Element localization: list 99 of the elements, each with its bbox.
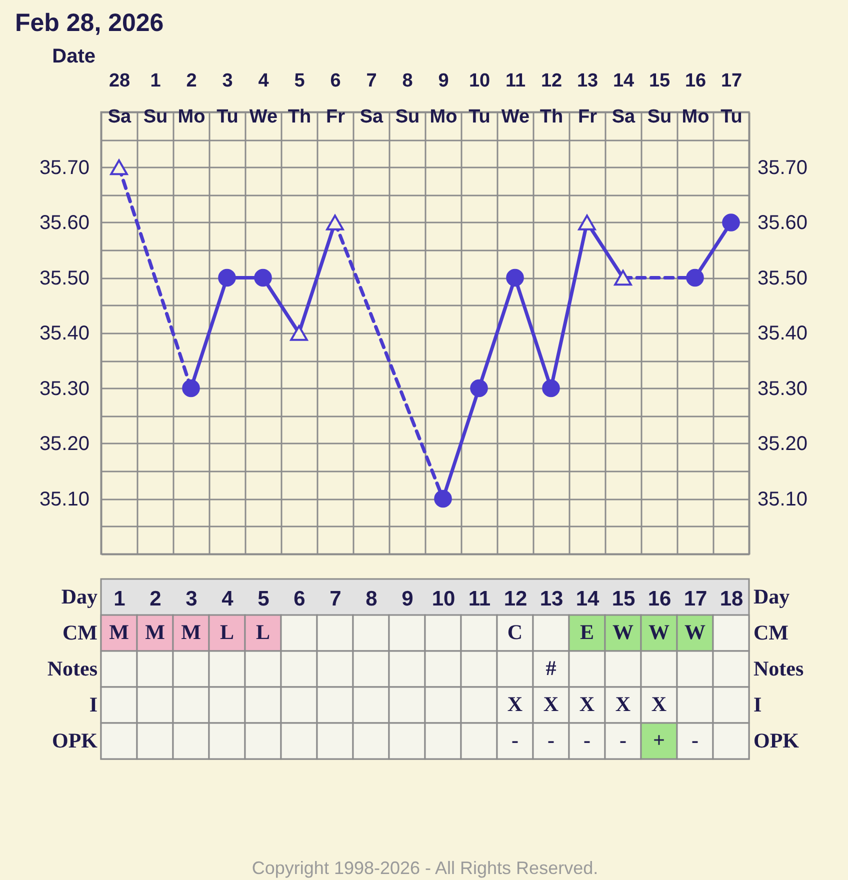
text: - <box>584 728 590 752</box>
text: X <box>507 692 523 716</box>
point <box>218 268 236 287</box>
point <box>614 270 632 286</box>
text: W <box>612 620 634 644</box>
y-tick-label: CM <box>62 620 98 644</box>
y2-tick-label: 35.40 <box>758 322 808 344</box>
chart-title: Feb 28, 2026 <box>15 9 164 37</box>
x-tick-label: 15 Su <box>647 70 672 128</box>
text: # <box>546 656 556 680</box>
text: - <box>692 728 698 752</box>
point <box>434 490 452 508</box>
point <box>110 159 128 176</box>
y2-tick-label: CM <box>754 620 789 644</box>
x-axis-title: Date <box>52 46 96 68</box>
x-tick-label: 10 <box>432 588 456 610</box>
x-tick-label: 3 <box>186 588 198 610</box>
y-tick-label: Notes <box>47 656 98 680</box>
y2-tick-label: 35.20 <box>758 433 808 455</box>
point <box>470 379 488 398</box>
text: M <box>181 620 201 644</box>
y2-tick-label: I <box>754 692 762 716</box>
point <box>254 268 272 287</box>
x-tick-label: 6 <box>294 588 306 610</box>
x-tick-label: 1 <box>114 588 126 610</box>
point <box>290 325 308 341</box>
x-tick-label: 9 Mo <box>430 70 458 128</box>
x-axis-title: Day <box>61 584 98 608</box>
text: M <box>109 620 129 644</box>
point <box>542 379 560 398</box>
text: W <box>648 620 670 644</box>
y2-tick-label: 35.60 <box>758 212 808 234</box>
y-tick-label: I <box>89 692 98 716</box>
text: X <box>543 692 559 716</box>
x-tick-label: 14 Sa <box>612 70 636 128</box>
point <box>326 214 344 230</box>
y2-tick-label: Notes <box>754 656 804 680</box>
x-tick-label: 6 Fr <box>326 70 346 128</box>
y2-tick-label: 35.30 <box>758 378 808 400</box>
x-tick-label: 13 <box>540 588 564 610</box>
x-tick-label: 10 Tu <box>468 70 490 128</box>
x-tick-label: 16 Mo <box>682 70 710 128</box>
point <box>722 214 740 232</box>
text: L <box>220 620 234 644</box>
x-tick-label: 12 <box>504 588 528 610</box>
point <box>686 268 704 287</box>
x-tick-label: 15 <box>612 588 636 610</box>
y2-tick-label: 35.10 <box>758 488 808 510</box>
point <box>578 214 596 230</box>
y-tick-label: 35.40 <box>39 322 90 344</box>
y2-tick-label: OPK <box>754 728 800 752</box>
x-tick-label: 11 <box>468 588 491 610</box>
x-tick-label: 2 <box>150 588 162 610</box>
x-tick-label: 9 <box>402 588 414 610</box>
x-tick-label: 18 <box>720 588 744 610</box>
y2-tick-label: 35.70 <box>758 156 808 179</box>
x-tick-label: 1 Su <box>143 70 168 128</box>
y-tick-label: 35.20 <box>39 433 90 455</box>
text: Copyright 1998-2026 - All Rights Reserved. <box>252 858 598 878</box>
y-tick-label: 35.10 <box>39 488 90 510</box>
text: C <box>507 620 523 644</box>
text: - <box>548 728 554 752</box>
point <box>182 379 200 398</box>
text: X <box>651 692 667 716</box>
text: E <box>580 620 594 644</box>
y-tick-label: 35.50 <box>39 267 90 290</box>
x-tick-label: 13 Fr <box>576 70 598 128</box>
text: - <box>512 728 518 752</box>
x-tick-label: 17 <box>684 588 708 610</box>
y-tick-label: 35.60 <box>39 212 90 234</box>
y-tick-label: OPK <box>52 728 98 752</box>
x-tick-label: 3 Tu <box>216 70 238 128</box>
text: + <box>653 728 665 752</box>
text: L <box>256 620 270 644</box>
x-tick-label: 4 <box>222 588 234 610</box>
x-tick-label: 11 We <box>501 70 530 128</box>
text: M <box>145 620 165 644</box>
x-tick-label: 12 Th <box>540 70 564 128</box>
x-tick-label: 28 Sa <box>108 70 132 128</box>
text: - <box>620 728 626 752</box>
x-tick-label: 8 <box>366 588 378 610</box>
x-tick-label: 4 We <box>249 70 278 128</box>
y-tick-label: 35.70 <box>39 156 90 179</box>
point <box>506 268 524 287</box>
x-tick-label: 5 Th <box>288 70 312 128</box>
x-tick-label: 2 Mo <box>178 70 206 128</box>
y-tick-label: 35.30 <box>39 378 90 400</box>
text: Day <box>754 584 790 608</box>
x-tick-label: 14 <box>576 588 600 610</box>
text: W <box>684 620 706 644</box>
y2-tick-label: 35.50 <box>758 267 808 290</box>
x-tick-label: 7 Sa <box>360 70 384 128</box>
x-tick-label: 5 <box>258 588 270 610</box>
text: X <box>579 692 595 716</box>
x-tick-label: 7 <box>330 588 342 610</box>
x-tick-label: 8 Su <box>395 70 420 128</box>
x-tick-label: 17 Tu <box>720 70 742 128</box>
text: X <box>615 692 631 716</box>
x-tick-label: 16 <box>648 588 672 610</box>
